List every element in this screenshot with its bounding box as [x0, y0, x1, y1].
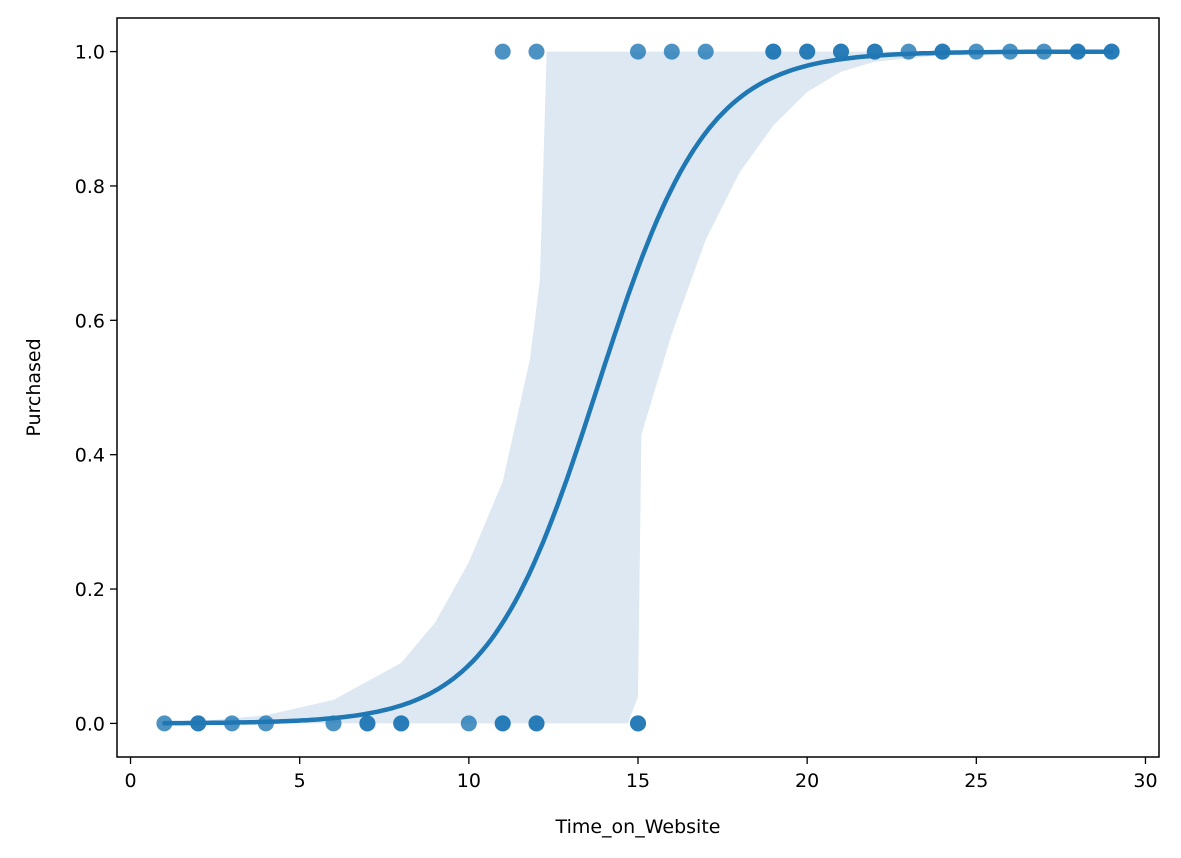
- y-tick-label: 0.8: [75, 176, 105, 198]
- y-tick-label: 0.0: [75, 713, 105, 735]
- data-point: [359, 715, 376, 732]
- y-tick-label: 1.0: [75, 42, 105, 64]
- y-tick-label: 0.2: [75, 579, 105, 601]
- y-axis-ticks: 0.0 0.2 0.4 0.6 0.8 1.0: [75, 42, 117, 735]
- x-tick-label: 25: [964, 770, 988, 792]
- confidence-band-layer: [164, 51, 1112, 724]
- data-point: [697, 43, 714, 60]
- data-point: [799, 43, 816, 60]
- x-tick-label: 20: [795, 770, 819, 792]
- data-point: [393, 715, 410, 732]
- fit-line-layer: [162, 49, 1114, 726]
- data-point: [765, 43, 782, 60]
- data-point: [630, 715, 646, 732]
- x-tick-label: 15: [626, 770, 650, 792]
- x-tick-label: 5: [294, 770, 306, 792]
- y-tick-label: 0.6: [75, 310, 105, 332]
- data-point: [833, 43, 849, 60]
- confidence-band: [164, 51, 1112, 724]
- x-tick-label: 10: [457, 770, 481, 792]
- data-point: [494, 43, 511, 60]
- data-point: [528, 43, 545, 60]
- data-point: [528, 715, 545, 732]
- data-point: [460, 715, 477, 732]
- data-point: [663, 43, 680, 60]
- y-axis-label: Purchased: [23, 338, 45, 436]
- y-tick-label: 0.4: [75, 445, 105, 467]
- x-tick-label: 0: [124, 770, 136, 792]
- data-point: [494, 715, 511, 732]
- logistic-fit-line: [162, 49, 1114, 726]
- x-axis-label: Time_on_Website: [555, 816, 721, 838]
- x-tick-label: 30: [1133, 770, 1157, 792]
- data-point: [630, 43, 646, 60]
- x-axis-ticks: 0 5 10 15 20 25 30: [124, 757, 1158, 792]
